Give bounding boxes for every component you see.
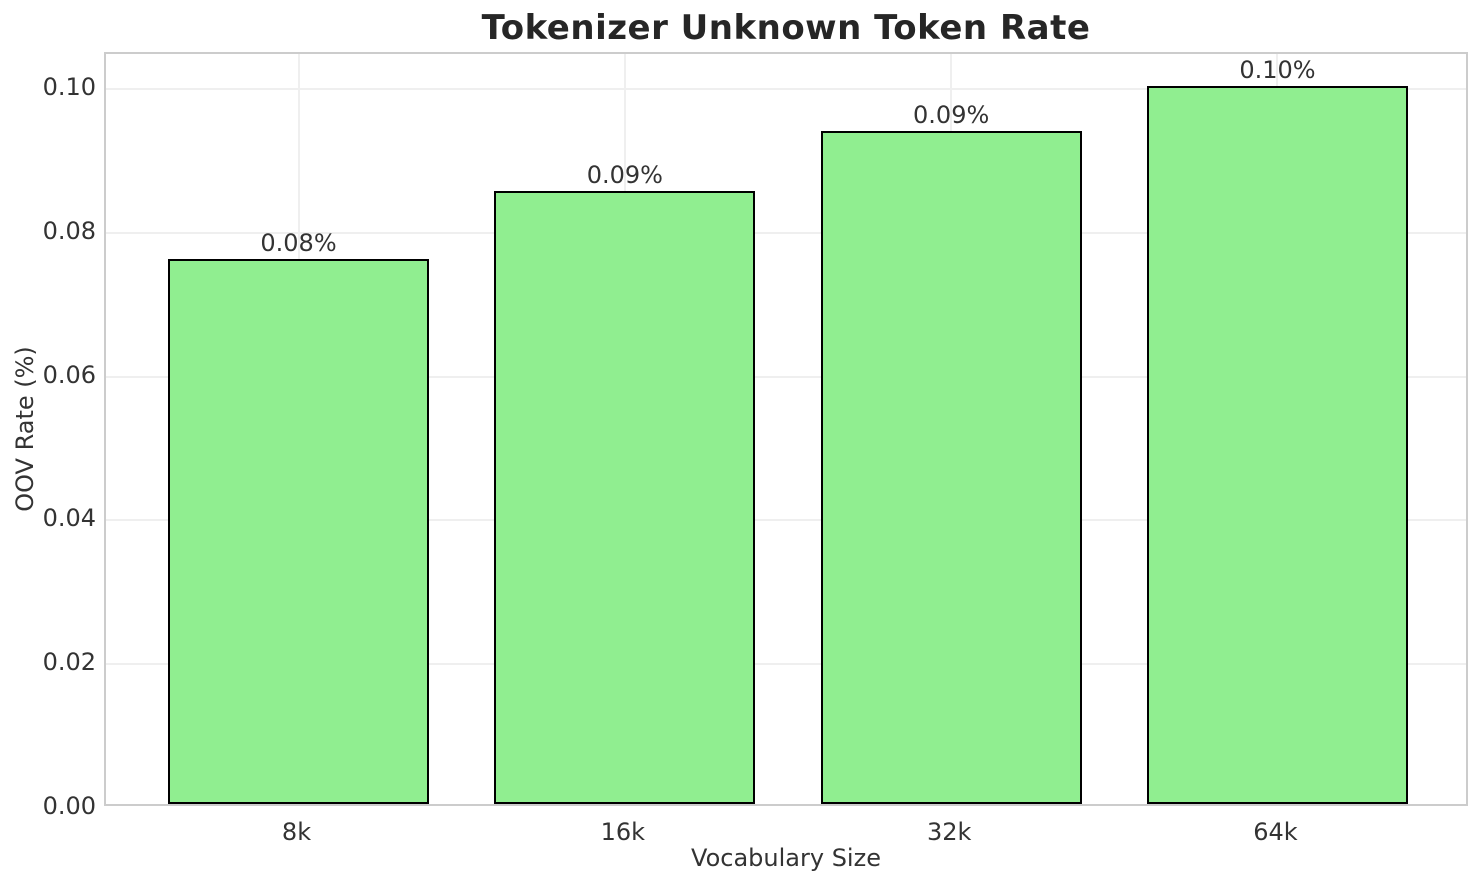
chart-title: Tokenizer Unknown Token Rate [481, 8, 1091, 48]
gridline-h [106, 663, 1466, 666]
y-axis-label: OOV Rate (%) [11, 346, 39, 512]
bar-32k [820, 130, 1082, 804]
x-axis-label: Vocabulary Size [691, 844, 881, 872]
x-tick-label: 16k [600, 818, 646, 846]
y-tick-label: 0.06 [42, 360, 96, 389]
y-tick-label: 0.10 [42, 73, 96, 102]
gridline-h [106, 231, 1466, 234]
gridline-h [106, 519, 1466, 522]
x-tick-label: 8k [281, 818, 312, 846]
gridline-h [106, 375, 1466, 378]
y-tick-label: 0.04 [42, 504, 96, 533]
bar-8k [168, 259, 430, 804]
bar-value-label: 0.10% [1239, 55, 1316, 84]
x-tick-label: 32k [926, 818, 972, 846]
y-tick-label: 0.00 [42, 792, 96, 820]
bar-64k [1146, 85, 1408, 804]
y-tick-label: 0.02 [42, 648, 96, 677]
gridline-h [106, 88, 1466, 91]
bar-value-label: 0.09% [586, 160, 663, 189]
bar-16k [494, 190, 756, 804]
plot-area: 0.08% 0.09% 0.09% 0.10% [104, 52, 1468, 806]
bar-value-label: 0.08% [260, 229, 337, 258]
bar-value-label: 0.09% [913, 100, 990, 129]
y-tick-label: 0.08 [42, 216, 96, 245]
x-tick-label: 64k [1253, 818, 1298, 846]
